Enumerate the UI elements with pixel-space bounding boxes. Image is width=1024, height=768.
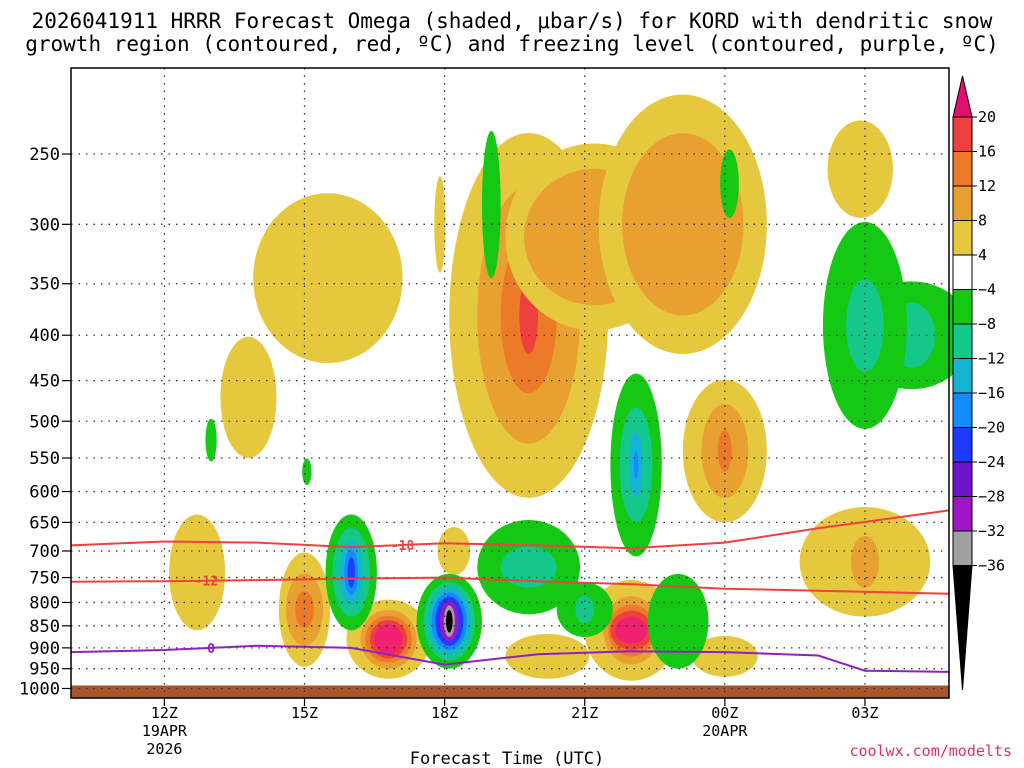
y-tick-label-750: 750 [29, 569, 60, 589]
x-tick-label-5: 03Z [851, 704, 878, 722]
colorbar-bin-1 [952, 151, 973, 187]
omega-sinking-cell-9-level-0 [720, 149, 739, 218]
x-tick-year-0: 2026 [146, 740, 182, 758]
omega-rising-cell-11-level-0 [827, 120, 893, 218]
isotherm-label-2: 0 [207, 642, 215, 657]
y-axis: 2503003504004505005506006507007508008509… [19, 145, 71, 699]
surface-ground [71, 685, 949, 698]
colorbar-bin-7 [952, 358, 973, 394]
omega-rising-cell-10-level-0 [169, 514, 226, 631]
colorbar-bin-9 [952, 427, 973, 463]
omega-rising-cell-9-level-0 [220, 336, 277, 458]
colorbar-bin-10 [952, 461, 973, 497]
omega-rising-cell-6-level-4 [615, 617, 648, 644]
colorbar-bin-6 [952, 323, 973, 359]
colorbar-label-11: −28 [978, 488, 1005, 506]
x-tick-label-3: 21Z [571, 704, 598, 722]
y-tick-label-700: 700 [29, 542, 60, 562]
omega-rising-cell-15-level-0 [692, 635, 758, 677]
omega-sinking-cell-3-level-4 [347, 557, 355, 588]
colorbar-label-1: 16 [978, 143, 996, 161]
colorbar-bin-8 [952, 392, 973, 428]
chart-title-line-1: 2026041911 HRRR Forecast Omega (shaded, … [32, 9, 993, 33]
colorbar-bin-12 [952, 530, 973, 566]
omega-rising-cell-2-level-1 [622, 133, 744, 316]
colorbar-bin-5 [952, 289, 973, 325]
y-tick-label-350: 350 [29, 275, 60, 295]
y-tick-label-900: 900 [29, 639, 60, 659]
x-tick-label-2: 18Z [431, 704, 458, 722]
omega-rising-cell-8-level-0 [253, 193, 403, 364]
colorbar-label-2: 12 [978, 177, 996, 195]
y-tick-label-450: 450 [29, 372, 60, 392]
colorbar-label-6: −8 [978, 315, 996, 333]
isotherm-line-0 [70, 509, 950, 550]
colorbar-bin-3 [952, 220, 973, 256]
x-tick-date-0: 19APR [142, 722, 188, 740]
y-tick-label-400: 400 [29, 326, 60, 346]
x-tick-date-4: 20APR [702, 722, 748, 740]
y-tick-label-250: 250 [29, 145, 60, 165]
x-tick-label-0: 12Z [151, 704, 178, 722]
x-tick-label-1: 15Z [291, 704, 318, 722]
y-tick-label-300: 300 [29, 215, 60, 235]
colorbar-label-7: −12 [978, 350, 1005, 368]
omega-sinking-cell-8-level-0 [481, 130, 501, 279]
y-tick-label-800: 800 [29, 593, 60, 613]
y-tick-label-850: 850 [29, 617, 60, 637]
credit-text: coolwx.com/modelts [849, 742, 1012, 760]
omega-shading [169, 94, 973, 681]
colorbar-bottom-arrow [952, 565, 973, 691]
colorbar-label-3: 8 [978, 212, 987, 230]
isotherm-line-2 [70, 644, 950, 673]
omega-sinking-cell-6-level-0 [647, 573, 709, 669]
colorbar-label-12: −32 [978, 522, 1005, 540]
omega-sinking-cell-2-level-7 [446, 609, 453, 633]
isotherm-label-0: -18 [391, 539, 415, 554]
isotherm-label-1: -12 [195, 575, 218, 590]
colorbar-label-9: −20 [978, 419, 1005, 437]
plot-frame [70, 67, 950, 699]
colorbar-label-5: −4 [978, 281, 996, 299]
grid-lines [71, 68, 949, 698]
x-axis-title: Forecast Time (UTC) [410, 749, 604, 768]
colorbar: 20 16 12 8 4 −4 −8 −12 −16 −20 −24 −28 −32 −36 [952, 75, 1005, 691]
omega-rising-cell-5-level-4 [374, 624, 403, 655]
omega-sinking-cell-10-level-0 [205, 418, 217, 462]
colorbar-label-13: −36 [978, 557, 1005, 575]
y-tick-label-650: 650 [29, 513, 60, 533]
colorbar-label-4: 4 [978, 246, 987, 264]
omega-rising-cell-7-level-2 [295, 591, 314, 629]
omega-sinking-cell-7-level-1 [846, 278, 884, 372]
omega-sinking-cell-0-level-3 [633, 451, 639, 479]
x-tick-label-4: 00Z [711, 704, 738, 722]
colorbar-bin-4 [952, 254, 973, 290]
colorbar-bin-11 [952, 496, 973, 532]
y-tick-label-950: 950 [29, 660, 60, 680]
y-tick-label-1000: 1000 [19, 679, 60, 699]
colorbar-top-arrow [952, 75, 973, 118]
y-tick-label-550: 550 [29, 449, 60, 469]
isotherm-line-1 [70, 576, 950, 595]
colorbar-label-0: 20 [978, 108, 996, 126]
omega-sinking-cell-5-level-1 [575, 595, 595, 624]
omega-sinking-cell-11-level-0 [302, 458, 312, 486]
chart-title-line-2: growth region (contoured, red, ºC) and f… [25, 32, 999, 56]
y-tick-label-600: 600 [29, 483, 60, 503]
omega-rising-cell-4-level-1 [850, 535, 879, 588]
colorbar-label-10: −24 [978, 453, 1005, 471]
y-tick-label-500: 500 [29, 412, 60, 432]
colorbar-bin-2 [952, 185, 973, 221]
temperature-contours: -18 -12 0 [70, 509, 950, 673]
surface-band [71, 685, 949, 698]
omega-rising-cell-12-level-0 [505, 633, 590, 679]
colorbar-label-8: −16 [978, 384, 1005, 402]
colorbar-bin-0 [952, 116, 973, 152]
